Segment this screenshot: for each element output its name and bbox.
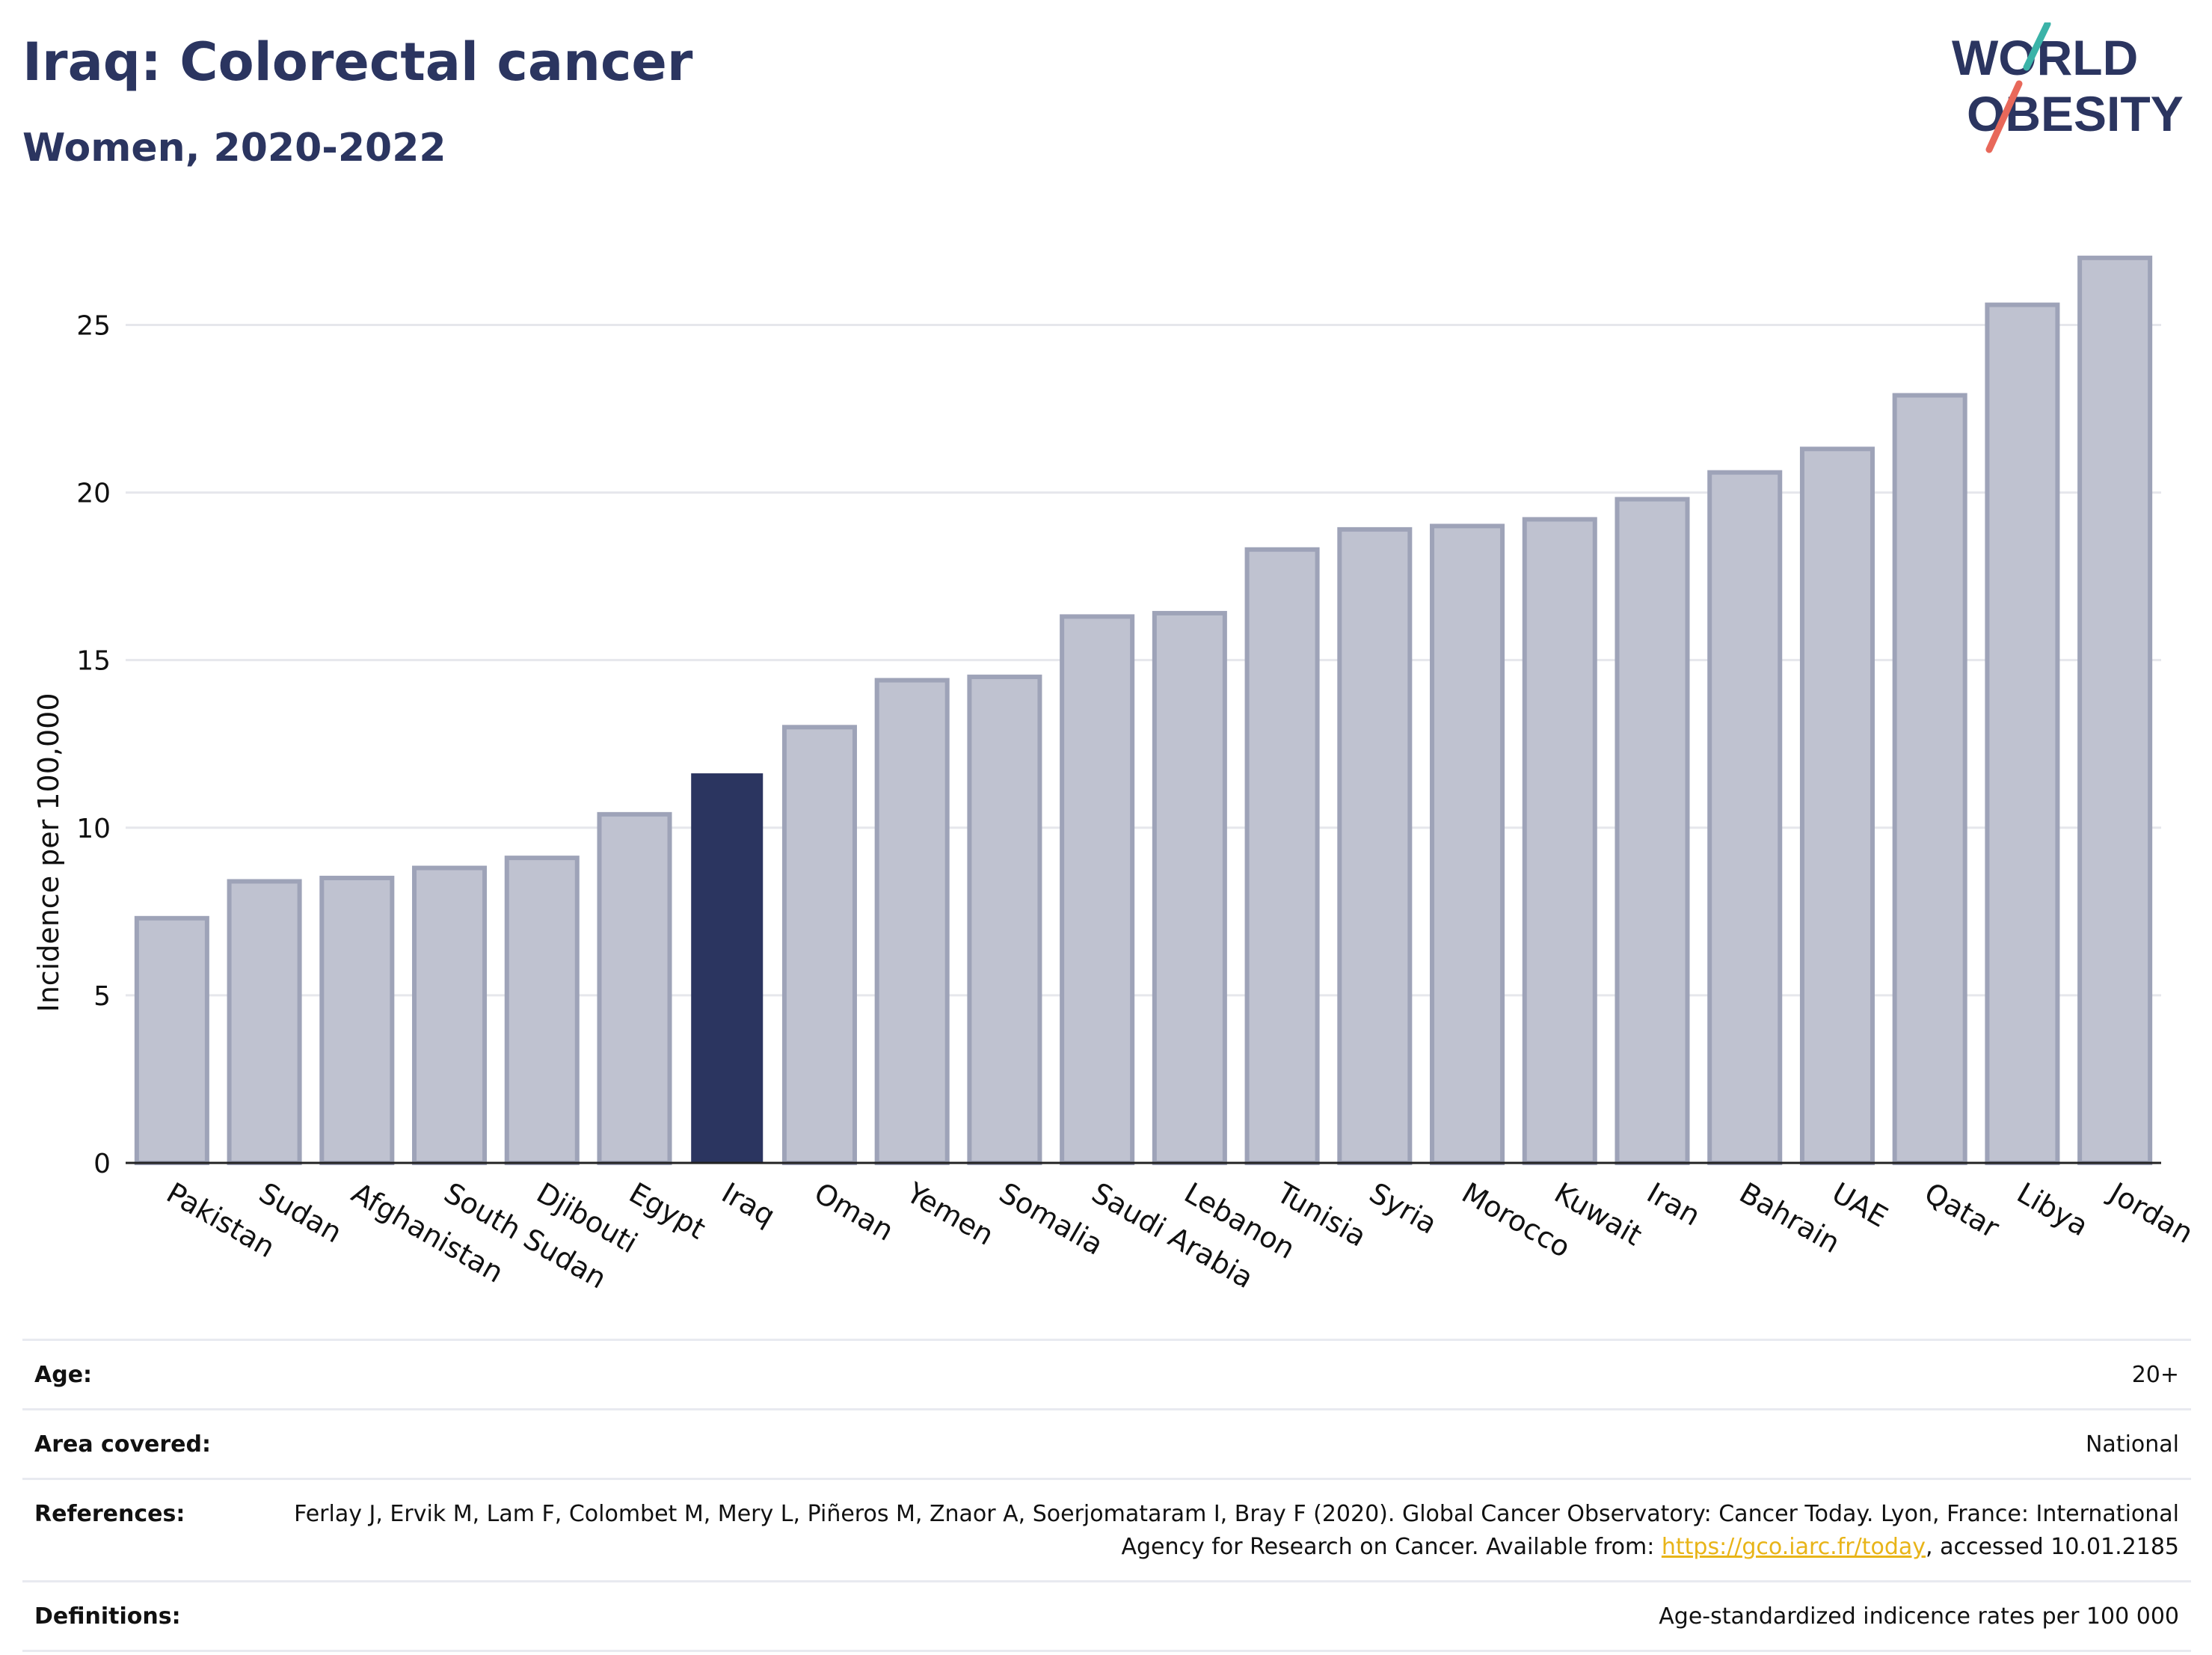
x-tick-label: Bahrain (1734, 1176, 1846, 1260)
world-obesity-logo: WORLD OBESITY (1952, 22, 2184, 153)
bars (134, 255, 2153, 1166)
bar (2077, 255, 2153, 1166)
bar (412, 865, 488, 1165)
bar (1799, 446, 1875, 1165)
info-row-references: References: Ferlay J, Ervik M, Lam F, Co… (22, 1478, 2191, 1580)
logo-line1: WORLD (1952, 30, 2138, 85)
info-value: Age-standardized indicence rates per 100… (1659, 1603, 2179, 1630)
x-tick-label: Libya (2012, 1176, 2094, 1243)
bar-highlighted (691, 773, 764, 1164)
bar (967, 675, 1042, 1165)
reference-text-after: , accessed 10.01.2185 (1926, 1534, 2179, 1560)
x-tick-label: Jordan (2103, 1176, 2199, 1250)
y-tick-label: 0 (93, 1149, 111, 1179)
y-axis-label: Incidence per 100,000 (32, 693, 65, 1012)
axes: 0510152025PakistanSudanAfghanistanSouth … (76, 310, 2199, 1295)
logo-slash-top (2023, 22, 2051, 71)
bar (1430, 523, 1505, 1165)
y-tick-label: 20 (76, 479, 111, 509)
bar (227, 879, 302, 1165)
bar (1060, 614, 1135, 1165)
reference-link[interactable]: https://gco.iarc.fr/today (1661, 1534, 1926, 1560)
x-tick-label: Iraq (716, 1176, 781, 1232)
bar (134, 915, 209, 1166)
info-value: 20+ (2131, 1362, 2179, 1388)
chart-title: Iraq: Colorectal cancer (22, 31, 693, 93)
reference-text: Ferlay J, Ervik M, Lam F, Colombet M, Me… (294, 1501, 2179, 1560)
bar (1892, 393, 1967, 1166)
bar (874, 678, 950, 1165)
info-row-age: Age: 20+ (22, 1339, 2191, 1408)
x-tick-label: Qatar (1919, 1176, 2005, 1245)
bar (1337, 526, 1413, 1165)
info-label: Definitions: (34, 1603, 181, 1630)
bar-chart: 0510152025PakistanSudanAfghanistanSouth … (32, 255, 2199, 1295)
info-value: Ferlay J, Ervik M, Lam F, Colombet M, Me… (185, 1498, 2179, 1564)
y-tick-label: 15 (76, 646, 111, 677)
bar (319, 876, 395, 1165)
bar (1985, 302, 2060, 1166)
x-tick-label: Iran (1641, 1176, 1706, 1232)
x-tick-label: Syria (1364, 1176, 1443, 1241)
x-tick-label: Yemen (900, 1176, 999, 1252)
info-table: Age: 20+ Area covered: National Referenc… (22, 1339, 2191, 1652)
x-tick-label: Oman (808, 1176, 899, 1247)
info-value: National (2085, 1431, 2179, 1458)
y-tick-label: 25 (76, 310, 111, 341)
bar (1707, 470, 1783, 1165)
chart-subtitle: Women, 2020-2022 (22, 126, 446, 171)
info-label: References: (34, 1501, 185, 1527)
bar (1615, 497, 1690, 1165)
y-tick-label: 5 (93, 981, 111, 1012)
info-label: Age: (34, 1362, 93, 1388)
y-tick-label: 10 (76, 814, 111, 844)
info-label: Area covered: (34, 1431, 211, 1458)
bar (1522, 517, 1597, 1165)
bar (504, 856, 580, 1165)
info-row-area: Area covered: National (22, 1408, 2191, 1478)
info-row-definitions: Definitions: Age-standardized indicence … (22, 1580, 2191, 1652)
logo-slash-bottom (1985, 80, 2023, 153)
bar (1244, 547, 1320, 1165)
x-tick-label: Somalia (994, 1176, 1109, 1262)
bar (597, 811, 672, 1166)
bar (1152, 610, 1227, 1165)
bar (781, 725, 857, 1165)
